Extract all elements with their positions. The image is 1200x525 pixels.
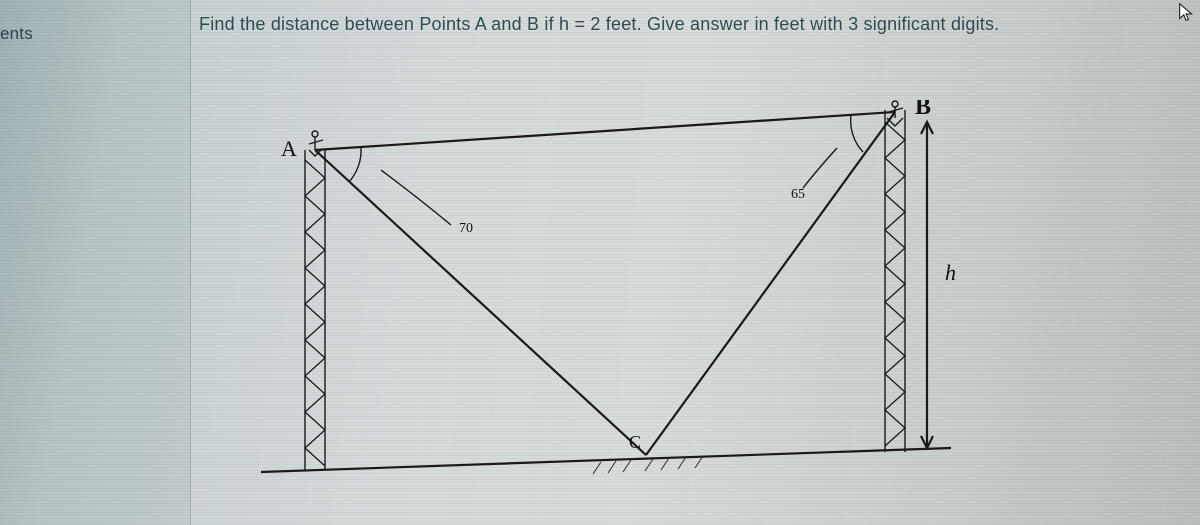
label-angle-b: 65 (791, 187, 805, 202)
label-angle-a: 70 (459, 221, 473, 236)
question-text: Find the distance between Points A and B… (199, 14, 1140, 35)
question-prefix: Find the distance between Points A and B… (199, 14, 569, 34)
label-point-c: C (629, 432, 641, 452)
sidebar-fragment: ents (0, 20, 35, 48)
angle-at-b (803, 115, 863, 188)
right-post (885, 110, 905, 452)
ground-line (261, 448, 951, 472)
label-point-a: A (281, 136, 297, 161)
top-chord (315, 112, 895, 150)
angle-at-a (349, 147, 451, 225)
geometry-figure: A B C 70 65 h (251, 100, 991, 500)
label-point-b: B (915, 100, 931, 120)
diagonal-bc (646, 112, 895, 455)
left-post (305, 150, 325, 470)
h-dimension (921, 122, 933, 448)
question-eq: = (569, 14, 590, 34)
figure-svg: A B C 70 65 h (251, 100, 991, 500)
question-instruction: Give answer in feet with 3 significant d… (642, 14, 1000, 34)
fitting-b (887, 101, 903, 126)
diagonal-ac (315, 150, 646, 455)
label-h: h (945, 260, 956, 285)
content-panel: Find the distance between Points A and B… (190, 0, 1200, 525)
pointer-cursor-icon (1176, 2, 1198, 24)
question-h-value: 2 feet. (590, 14, 641, 34)
